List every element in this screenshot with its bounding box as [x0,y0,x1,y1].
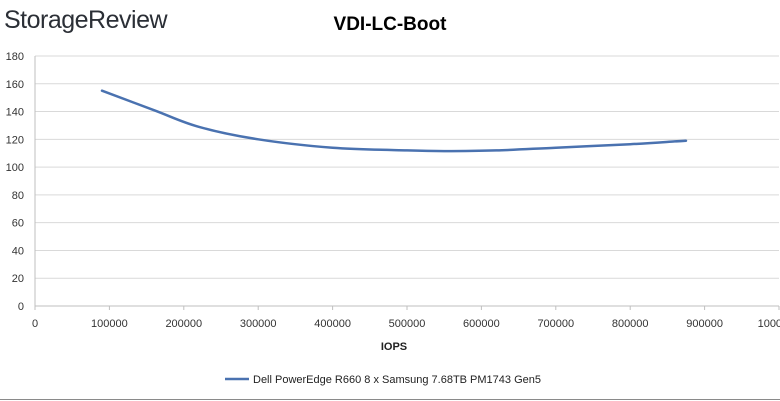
x-tick-label: 0 [32,318,38,330]
storagereview-logo: StorageReview [4,6,168,34]
y-tick-label: 100 [6,162,24,174]
x-tick-label: 200000 [165,318,202,330]
x-axis-title: IOPS [381,341,407,353]
x-tick-label: 800000 [612,318,649,330]
x-tick-label: 100000 [91,318,128,330]
y-tick-label: 20 [12,273,24,285]
y-tick-label: 40 [12,245,24,257]
x-tick-label: 300000 [240,318,277,330]
y-tick-label: 160 [6,79,24,91]
x-tick-label: 700000 [537,318,574,330]
x-tick-label: 1000000 [758,318,780,330]
chart-title: VDI-LC-Boot [333,14,447,35]
legend-label: Dell PowerEdge R660 8 x Samsung 7.68TB P… [253,374,541,386]
y-tick-label: 0 [18,301,24,313]
x-tick-label: 400000 [314,318,351,330]
x-tick-label: 600000 [463,318,500,330]
y-tick-label: 180 [6,51,24,63]
series-line [100,89,688,153]
y-tick-label: 80 [12,190,24,202]
x-tick-label: 900000 [686,318,723,330]
y-tick-label: 140 [6,107,24,119]
y-tick-label: 120 [6,134,24,146]
x-tick-label: 500000 [389,318,426,330]
y-tick-label: 60 [12,218,24,230]
